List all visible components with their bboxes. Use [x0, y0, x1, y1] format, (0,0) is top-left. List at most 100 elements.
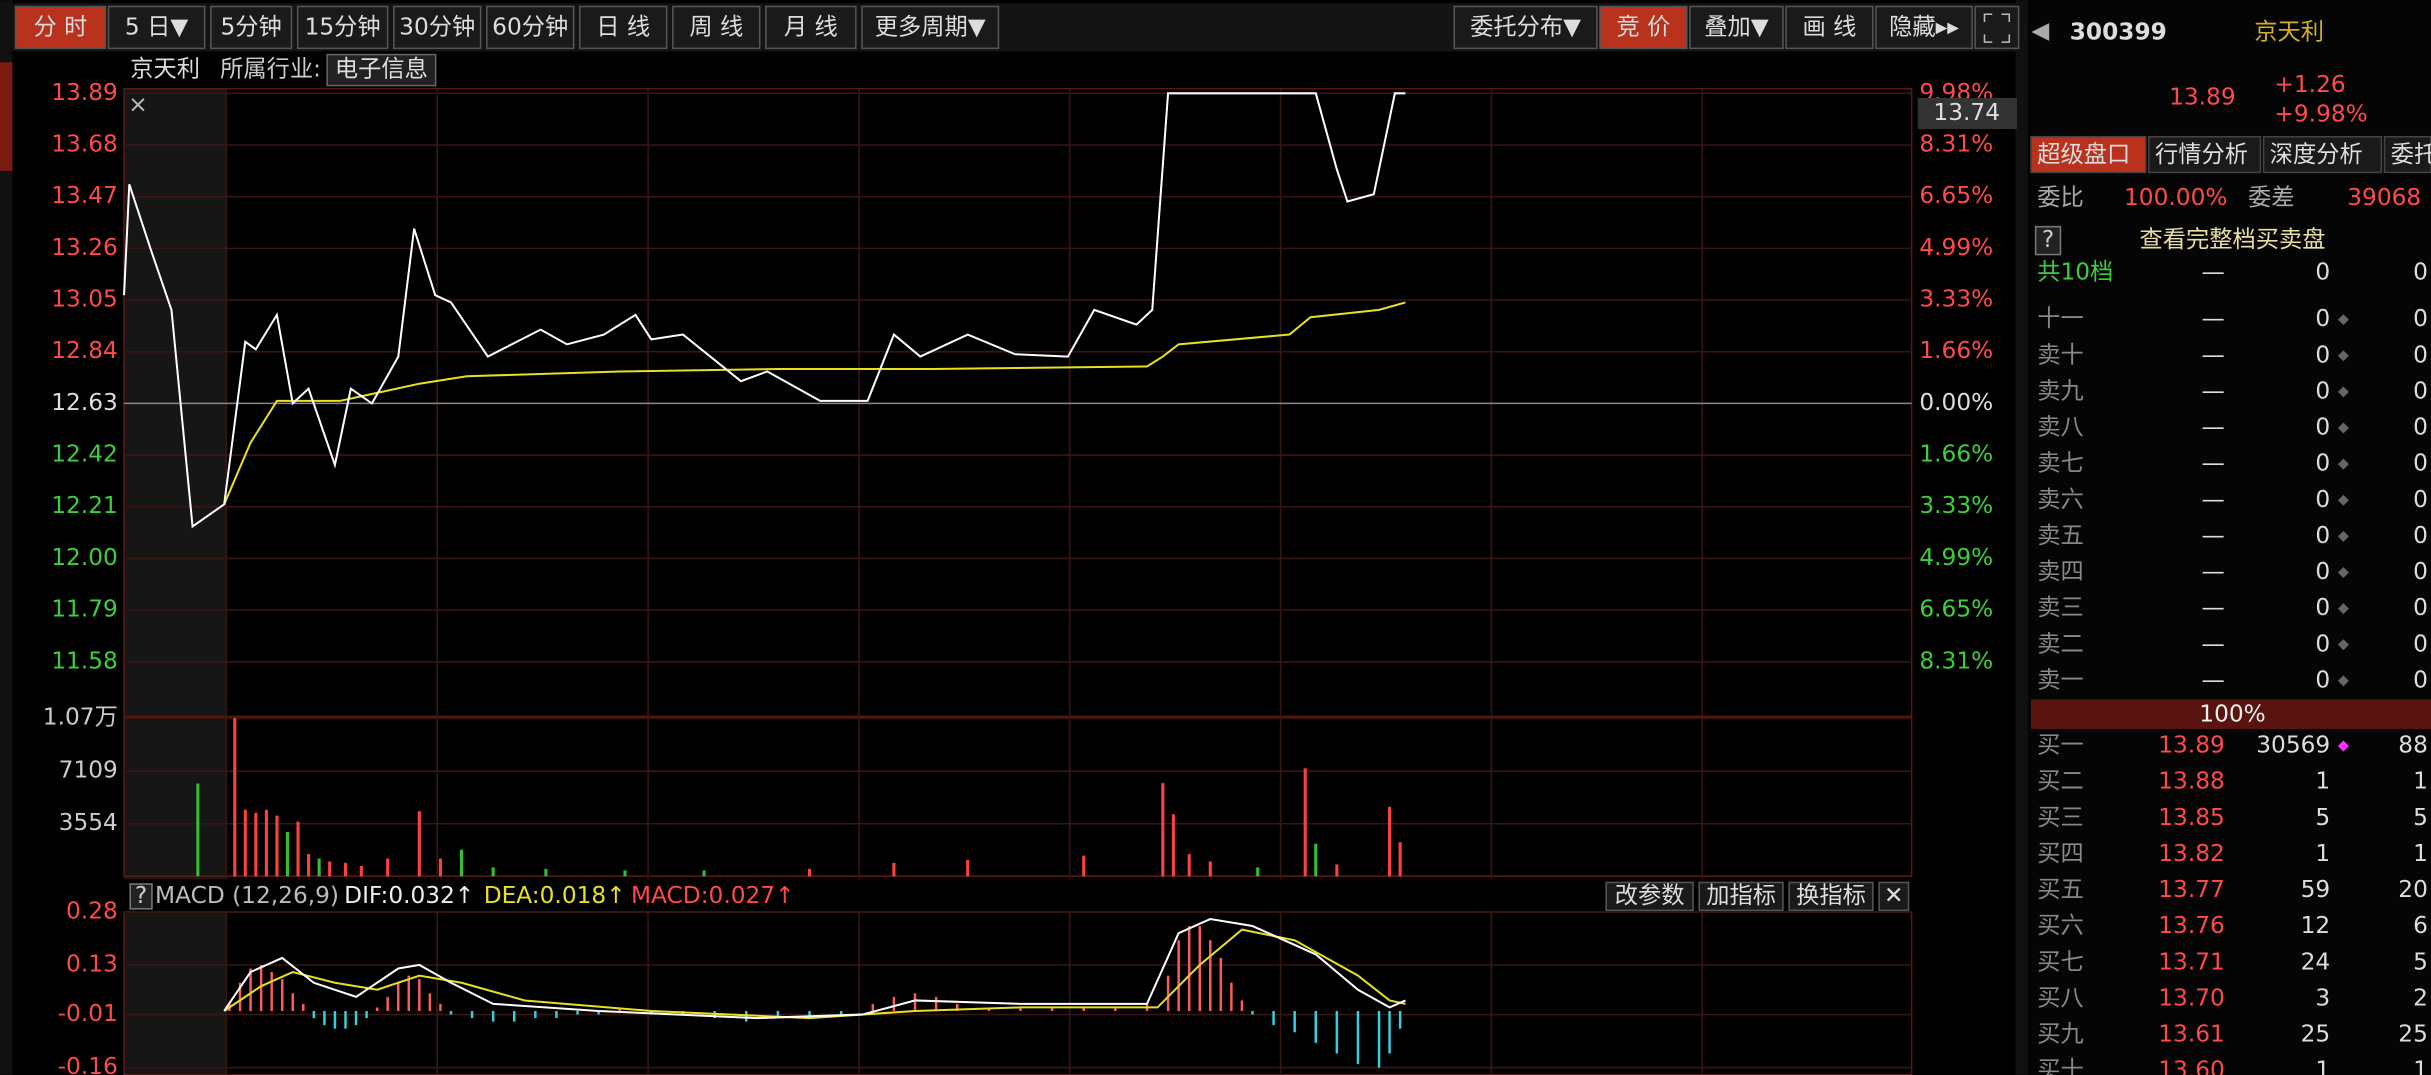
tool-label[interactable]: 竞 价	[1616, 14, 1670, 41]
tab[interactable]	[14, 5, 107, 50]
tab[interactable]	[393, 5, 482, 50]
indicator-button-label[interactable]: 加指标	[1706, 882, 1776, 909]
macd-bar	[934, 996, 938, 1012]
tab-label[interactable]: 5 日▼	[125, 14, 188, 41]
pct-label: 4.99%	[1919, 544, 1993, 571]
diff: 39068	[2347, 184, 2421, 211]
volume-bar	[623, 870, 627, 877]
tab-label[interactable]: 周 线	[689, 14, 743, 41]
pct-label: 0.00%	[1919, 389, 1993, 416]
line	[223, 928, 1406, 1020]
macd-bar	[1187, 926, 1191, 1012]
tab[interactable]	[765, 5, 857, 50]
tool-label[interactable]: 叠加▼	[1704, 14, 1769, 41]
panel-tab-label[interactable]: 超级盘口	[2037, 141, 2130, 168]
row-count: 0	[2413, 377, 2428, 404]
panel-tab-label[interactable]: 深度分析	[2270, 141, 2363, 168]
row-volume: 0	[2315, 414, 2330, 441]
tab-label[interactable]: 日 线	[596, 14, 650, 41]
volume-bar	[1171, 814, 1175, 877]
tab-label[interactable]: 30分钟	[399, 14, 475, 41]
tool[interactable]	[1785, 5, 1874, 50]
macd-bar	[1230, 982, 1233, 1012]
row-volume: 59	[2301, 876, 2331, 903]
macd-bar	[576, 1011, 579, 1015]
tool[interactable]	[1875, 5, 1973, 50]
row-count: 1	[2413, 840, 2428, 867]
tool[interactable]	[1453, 5, 1598, 50]
macd-label: MACD:0.027↑	[631, 882, 795, 909]
tab[interactable]	[579, 5, 668, 50]
macd-bar	[249, 968, 252, 1012]
panel-tab[interactable]	[2148, 135, 2262, 174]
row-volume: 0	[2315, 377, 2330, 404]
row-label: 卖八	[2037, 414, 2084, 441]
macd-bar	[1050, 1007, 1054, 1012]
panel-tab[interactable]	[2383, 135, 2431, 174]
macd-bar	[418, 979, 421, 1012]
tab-label[interactable]: 月 线	[784, 14, 838, 41]
panel-tab[interactable]	[2030, 135, 2147, 174]
indicator-button-label[interactable]: 改参数	[1615, 882, 1685, 909]
macd-bar	[871, 1003, 875, 1012]
panel-tab-label[interactable]: 行情分析	[2155, 141, 2248, 168]
macd-bar	[1177, 940, 1180, 1012]
volume-bar	[491, 867, 495, 877]
tool-label[interactable]: 隐藏▸▸	[1889, 14, 1959, 41]
row-label: 买十	[2037, 1057, 2084, 1075]
y-tick-label: 13.05	[51, 286, 118, 313]
tab-label[interactable]: 5分钟	[221, 14, 282, 41]
fullscreen-icon	[1983, 13, 2011, 43]
y-tick-label: 3554	[59, 809, 118, 836]
row-volume: 0	[2315, 259, 2330, 286]
change-pct: +9.98%	[2274, 101, 2367, 128]
industry-box[interactable]	[326, 53, 437, 87]
balance: 100%	[2199, 701, 2265, 728]
indicator-button[interactable]	[1605, 881, 1694, 912]
tab[interactable]	[210, 5, 293, 50]
y-tick-label: 13.68	[51, 130, 118, 157]
row-price: —	[2202, 414, 2225, 441]
close[interactable]: ✕	[1884, 882, 1903, 909]
quote-panel	[2027, 0, 2431, 1075]
indicator-button[interactable]	[1788, 881, 1874, 912]
tab[interactable]	[672, 5, 761, 50]
indicator-button[interactable]	[1698, 881, 1784, 912]
row-label: 买六	[2037, 912, 2084, 939]
macd-bar	[333, 1011, 337, 1029]
fullscreen-button[interactable]	[1974, 5, 2020, 50]
row-price: 13.88	[2158, 768, 2225, 795]
tool-label[interactable]: 委托分布▼	[1470, 14, 1581, 41]
volume-bar	[1314, 843, 1318, 877]
tool[interactable]	[1599, 5, 1688, 50]
volume-bar	[328, 861, 332, 877]
row-price: 13.71	[2158, 948, 2225, 975]
tool[interactable]	[1689, 5, 1784, 50]
volume-bar	[438, 858, 442, 877]
panel-tab-label[interactable]: 委托	[2391, 141, 2431, 168]
tab[interactable]	[486, 5, 575, 50]
close-button[interactable]	[1878, 881, 1910, 912]
help[interactable]: ?	[2042, 226, 2054, 253]
tab[interactable]	[107, 5, 206, 50]
pct-label: 8.31%	[1919, 130, 1993, 157]
tab-label[interactable]: 15分钟	[305, 14, 381, 41]
row-volume: 0	[2315, 486, 2330, 513]
tab-label[interactable]: 分 时	[34, 14, 88, 41]
row-count: 0	[2413, 414, 2428, 441]
tab-label[interactable]: 60分钟	[492, 14, 568, 41]
tab-label[interactable]: 更多周期▼	[875, 14, 986, 41]
tool-label[interactable]: 画 线	[1802, 14, 1856, 41]
volume-bar	[1082, 855, 1086, 877]
help-box[interactable]	[2034, 225, 2062, 256]
industry[interactable]: 电子信息	[335, 56, 428, 83]
help-box[interactable]	[129, 883, 153, 910]
divider	[2015, 0, 2028, 1075]
panel-tab[interactable]	[2262, 135, 2383, 174]
tab[interactable]	[296, 5, 389, 50]
indicator-button-label[interactable]: 换指标	[1796, 882, 1866, 909]
help[interactable]: ?	[135, 882, 147, 909]
tab[interactable]	[861, 5, 1000, 50]
full-book[interactable]: 查看完整档买卖盘	[2140, 226, 2326, 253]
